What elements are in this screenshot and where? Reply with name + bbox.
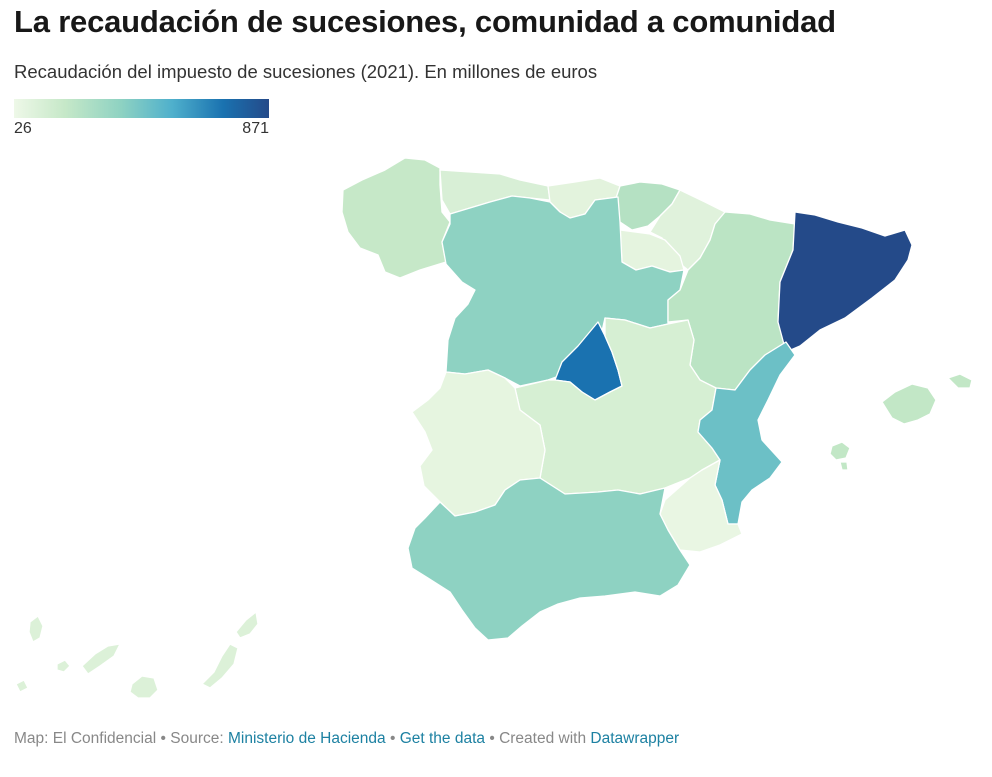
- legend-gradient-bar: [14, 99, 269, 118]
- legend-min-label: 26: [14, 120, 32, 137]
- footer-separator: •: [160, 730, 166, 747]
- footer-separator: •: [389, 730, 396, 747]
- region-baleares-ibiza[interactable]: [829, 441, 851, 461]
- region-canarias-el-hierro[interactable]: [15, 679, 29, 693]
- region-galicia[interactable]: [341, 157, 451, 279]
- datawrapper-link[interactable]: Datawrapper: [590, 730, 680, 747]
- map-credit: Map: El Confidencial: [14, 730, 157, 747]
- region-canarias-la-palma[interactable]: [28, 615, 44, 643]
- region-baleares-formentera[interactable]: [839, 461, 849, 471]
- region-canarias-tenerife[interactable]: [81, 643, 121, 675]
- region-canarias-fuerteventura[interactable]: [201, 643, 239, 689]
- color-legend: 26 871: [14, 99, 269, 139]
- created-with-label: Created with: [499, 730, 587, 747]
- footer-separator: •: [489, 730, 495, 747]
- region-cataluna[interactable]: [777, 211, 913, 353]
- get-the-data-link[interactable]: Get the data: [399, 730, 486, 747]
- page-subtitle: Recaudación del impuesto de sucesiones (…: [14, 61, 598, 82]
- region-andalucia[interactable]: [407, 477, 691, 641]
- region-baleares-menorca[interactable]: [947, 373, 973, 389]
- region-canarias-gran-canaria[interactable]: [129, 675, 159, 699]
- page-title: La recaudación de sucesiones, comunidad …: [14, 4, 836, 39]
- footer-credits: Map: El Confidencial • Source: Ministeri…: [14, 730, 679, 748]
- source-link[interactable]: Ministerio de Hacienda: [227, 730, 386, 747]
- spain-map: [15, 157, 973, 699]
- region-canarias-lanzarote[interactable]: [235, 611, 259, 639]
- source-label: Source:: [170, 730, 224, 747]
- region-canarias-gomera[interactable]: [56, 659, 71, 673]
- region-baleares-mallorca[interactable]: [881, 383, 937, 425]
- region-murcia[interactable]: [659, 459, 743, 553]
- legend-max-label: 871: [242, 120, 269, 137]
